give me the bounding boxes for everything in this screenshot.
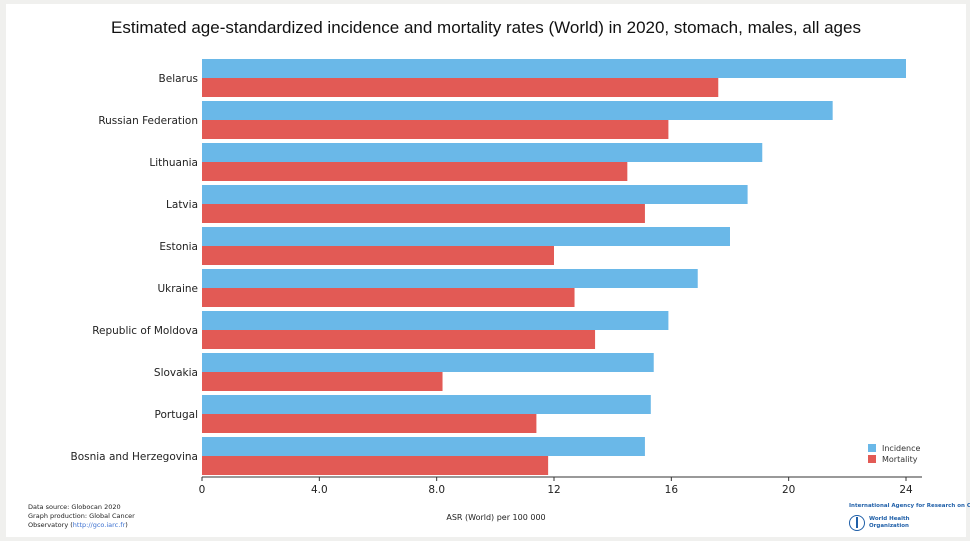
bar-incidence-latvia	[202, 185, 748, 204]
bar-incidence-slovakia	[202, 353, 654, 372]
bar-incidence-lithuania	[202, 143, 763, 162]
footer-observatory-prefix: Observatory (	[28, 521, 73, 529]
bar-mortality-bosnia-and-herzegovina	[202, 456, 549, 475]
category-label: Estonia	[159, 241, 198, 253]
bars-group	[202, 59, 906, 475]
x-axis-label: ASR (World) per 100 000	[446, 513, 545, 522]
chart-panel: Estimated age-standardized incidence and…	[6, 4, 970, 537]
bar-mortality-republic-of-moldova	[202, 330, 596, 349]
logos: International Agency for Research on Can…	[849, 503, 970, 531]
who-logo-row: World Health Organization	[849, 515, 969, 531]
category-label: Lithuania	[149, 157, 198, 169]
bar-mortality-latvia	[202, 204, 645, 223]
bar-mortality-lithuania	[202, 162, 628, 181]
bar-incidence-estonia	[202, 227, 730, 246]
x-tick-label: 8.0	[428, 484, 445, 496]
chart-title: Estimated age-standardized incidence and…	[111, 18, 861, 37]
legend: Incidence Mortality	[868, 444, 921, 464]
category-label: Republic of Moldova	[92, 325, 198, 337]
bar-mortality-belarus	[202, 78, 719, 97]
x-tick-label: 4.0	[311, 484, 328, 496]
x-tick-label: 20	[782, 484, 795, 496]
who-logo: World Health Organization	[869, 516, 910, 529]
bar-incidence-belarus	[202, 59, 906, 78]
bar-incidence-russian-federation	[202, 101, 833, 120]
x-tick-label: 16	[665, 484, 679, 496]
footer-line-production: Graph production: Global Cancer	[28, 512, 135, 520]
legend-incidence-label: Incidence	[882, 444, 921, 453]
iarc-logo: International Agency for Research on Can…	[849, 503, 970, 509]
category-label: Portugal	[155, 409, 199, 421]
footer-observatory-suffix: )	[125, 521, 128, 529]
bar-incidence-portugal	[202, 395, 651, 414]
who-emblem-icon	[849, 515, 865, 531]
bar-chart: Belarus Russian Federation Lithuania Latvia…	[71, 59, 922, 522]
footer-line-source: Data source: Globocan 2020	[28, 503, 121, 511]
category-label: Ukraine	[157, 283, 198, 295]
bar-mortality-portugal	[202, 414, 537, 433]
bar-mortality-estonia	[202, 246, 554, 265]
gco-link[interactable]: http://gco.iarc.fr	[72, 521, 126, 529]
x-tick-label: 12	[547, 484, 560, 496]
bar-incidence-republic-of-moldova	[202, 311, 669, 330]
category-label: Latvia	[166, 199, 198, 211]
bar-incidence-bosnia-and-herzegovina	[202, 437, 645, 456]
category-labels: Belarus Russian Federation Lithuania Latvia…	[71, 73, 199, 463]
bar-mortality-ukraine	[202, 288, 575, 307]
x-tick-label: 24	[899, 484, 913, 496]
footer-line-observatory: Observatory (http://gco.iarc.fr)	[28, 521, 135, 530]
legend-mortality-label: Mortality	[882, 455, 918, 464]
bar-mortality-slovakia	[202, 372, 443, 391]
x-ticks: 0 4.0 8.0 12 16 20 24	[199, 477, 913, 496]
legend-mortality-swatch	[868, 455, 876, 463]
category-label: Bosnia and Herzegovina	[71, 451, 199, 463]
category-label: Belarus	[159, 73, 198, 85]
category-label: Russian Federation	[98, 115, 198, 127]
data-source-note: Data source: Globocan 2020 Graph product…	[28, 503, 135, 530]
bar-mortality-russian-federation	[202, 120, 669, 139]
x-tick-label: 0	[199, 484, 206, 496]
category-label: Slovakia	[154, 367, 198, 379]
legend-incidence-swatch	[868, 444, 876, 452]
bar-incidence-ukraine	[202, 269, 698, 288]
